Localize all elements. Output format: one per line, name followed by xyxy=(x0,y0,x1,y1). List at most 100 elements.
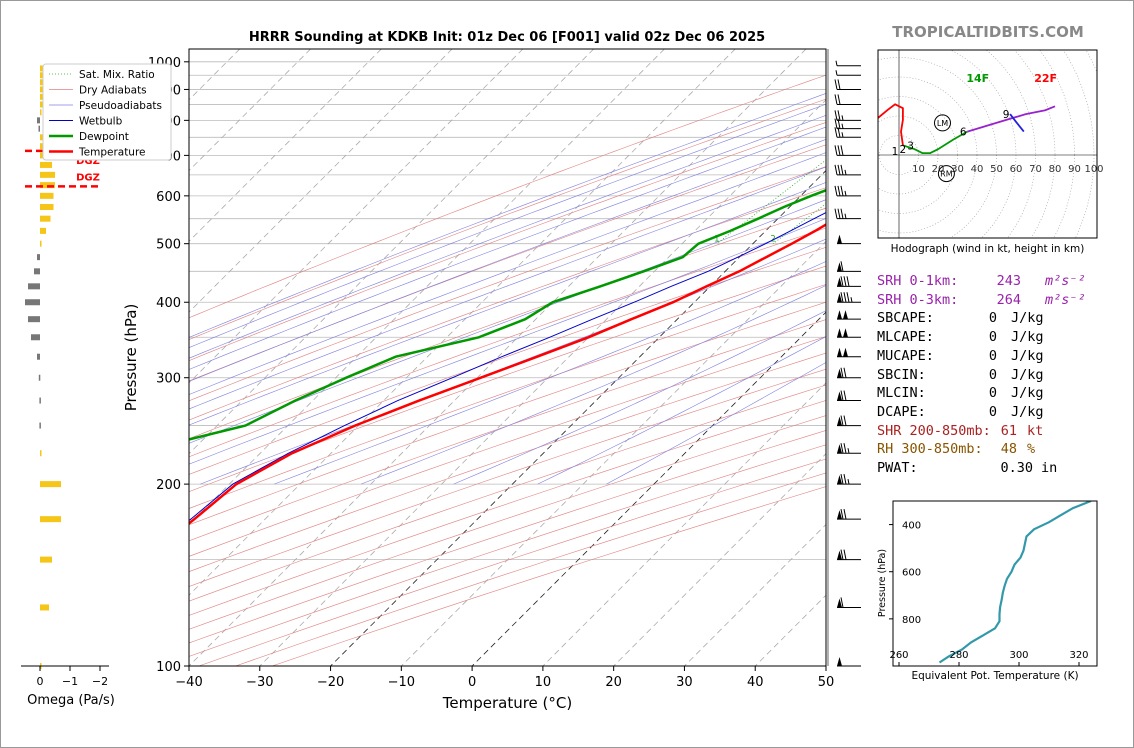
hodo-height-label: 2 xyxy=(899,144,906,156)
omega-bar xyxy=(40,93,45,100)
param-row: SRH 0-3km: 264 m²s⁻² xyxy=(877,291,1086,310)
omega-bar xyxy=(40,604,49,611)
theta-e-area xyxy=(938,501,1092,664)
param-unit: J/kg xyxy=(1011,366,1044,383)
y-tick-label: 300 xyxy=(156,372,181,387)
param-label: SHR 200-850mb: xyxy=(877,422,991,439)
dry-adiabat-line xyxy=(189,207,826,440)
barb-pennant xyxy=(837,598,842,608)
barb-flag xyxy=(837,145,841,156)
barb-flag xyxy=(843,292,847,303)
mixing-ratio-line xyxy=(716,159,826,245)
barb-flag xyxy=(837,185,841,196)
dgz-label: DGZ xyxy=(76,156,100,167)
barb-flag xyxy=(840,549,844,560)
x-tick-label: 30 xyxy=(676,675,693,690)
omega-tick-label: −2 xyxy=(92,675,108,688)
barb-pennant xyxy=(837,310,842,320)
x-tick-label: −20 xyxy=(317,675,344,690)
isotherm-line xyxy=(330,169,826,666)
isotherm-line xyxy=(189,49,594,455)
omega-bar xyxy=(40,109,42,116)
param-value: 243 xyxy=(996,273,1021,289)
param-unit: in xyxy=(1041,460,1058,477)
barb-half-flag xyxy=(835,60,838,66)
param-label: SRH 0-1km: xyxy=(877,273,959,289)
barb-flag xyxy=(840,597,844,608)
barb-flag xyxy=(834,110,838,121)
omega-bar xyxy=(38,374,41,381)
barb-pennant xyxy=(843,310,848,320)
x-axis-label: Temperature (°C) xyxy=(442,694,572,712)
param-label: PWAT: xyxy=(877,460,918,477)
legend-entry: Dewpoint xyxy=(79,131,129,143)
barb-half-flag xyxy=(841,115,844,121)
dry-adiabat-line xyxy=(189,319,826,542)
param-value: 264 xyxy=(996,291,1021,308)
theta-e-panel: 260 280 300 320 400 600 800 Equivalent Pot. Tem… xyxy=(877,500,1098,682)
isotherm-line xyxy=(189,49,524,384)
hodograph-area xyxy=(878,50,1097,238)
hodo-height-label: 6 xyxy=(960,127,967,139)
wind-barb xyxy=(837,474,861,485)
barb-half-flag xyxy=(847,479,850,485)
omega-bar xyxy=(25,299,40,306)
param-value: 0 xyxy=(988,366,997,383)
pseudoadiabat-line xyxy=(189,139,826,382)
chart-title: HRRR Sounding at KDKB Init: 01z Dec 06 [… xyxy=(249,30,765,45)
dry-adiabat-line xyxy=(189,265,826,493)
param-row: MLCIN: 0 J/kg xyxy=(877,384,1077,403)
barb-flag xyxy=(834,145,838,156)
isotherm-line xyxy=(259,99,826,666)
barb-flag xyxy=(843,443,847,454)
barb-flag xyxy=(837,79,841,90)
pseudoadiabat-line xyxy=(274,261,826,485)
pseudoadiabat-line xyxy=(189,152,826,395)
barb-pennant xyxy=(843,347,848,357)
pseudoadiabat-line xyxy=(200,238,826,485)
legend: Sat. Mix. Ratio Dry Adiabats Pseudoadiabat… xyxy=(42,63,172,161)
dry-adiabat-line xyxy=(189,336,826,557)
hodo-trace xyxy=(878,103,904,146)
param-value: 0 xyxy=(988,329,997,346)
omega-bar xyxy=(40,65,43,72)
barb-flag xyxy=(840,185,844,196)
wind-barb xyxy=(834,110,861,121)
omega-tick-label: 0 xyxy=(37,675,44,688)
omega-bar xyxy=(28,283,40,290)
omega-bar xyxy=(34,268,40,275)
wind-barb xyxy=(837,657,861,667)
barb-flag xyxy=(840,415,844,426)
barb-flag xyxy=(846,292,850,303)
dry-adiabat-line xyxy=(189,144,826,382)
barb-flag xyxy=(840,261,844,272)
pseudoadiabat-line xyxy=(189,126,826,370)
param-label: SBCIN: xyxy=(877,366,926,383)
omega-bar xyxy=(40,134,43,141)
wetbulb-profile-line xyxy=(189,212,826,522)
barb-flag xyxy=(840,390,844,401)
param-label: MLCAPE: xyxy=(877,329,934,346)
omega-bar xyxy=(40,182,55,189)
legend-entry: Wetbulb xyxy=(79,116,123,128)
dry-adiabat-line xyxy=(189,247,826,475)
barb-half-flag xyxy=(844,190,847,196)
dgz-label: DGZ xyxy=(76,172,100,183)
pseudoadiabat-line xyxy=(189,218,826,465)
param-row: DCAPE: 0 J/kg xyxy=(877,403,1077,422)
wind-barb xyxy=(834,79,861,90)
param-value: 0 xyxy=(988,347,997,364)
barb-pennant xyxy=(837,475,842,485)
dry-adiabat-line xyxy=(189,187,826,421)
wind-barb xyxy=(837,310,861,320)
wind-barb xyxy=(834,208,861,220)
param-row: PWAT: 0.30 in xyxy=(877,459,1077,478)
barb-pennant xyxy=(837,416,842,426)
omega-bar xyxy=(37,117,40,124)
param-unit: m²s⁻² xyxy=(1045,291,1086,308)
hodo-height-label: 9 xyxy=(1003,109,1010,121)
theta-e-x-label: Equivalent Pot. Temperature (K) xyxy=(911,670,1078,682)
omega-bar xyxy=(37,353,40,360)
omega-bar xyxy=(40,171,55,178)
